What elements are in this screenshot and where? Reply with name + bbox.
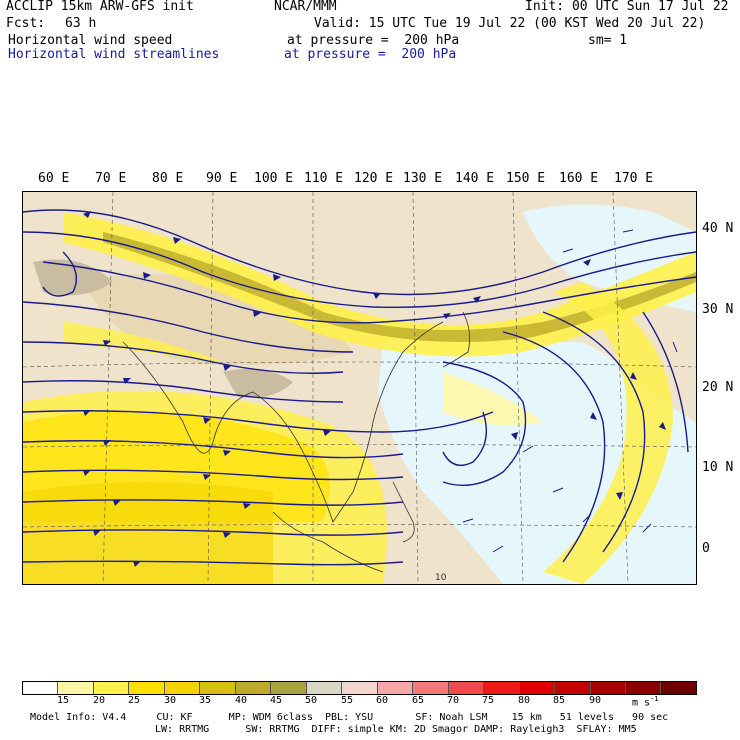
wind-ticks: [462, 229, 678, 553]
lon-label: 120 E: [354, 171, 394, 186]
colorbar-swatch: [235, 682, 272, 694]
high-terrain: [223, 368, 293, 398]
colorbar-label: 35: [198, 695, 212, 706]
colorbar-label: 40: [234, 695, 248, 706]
colorbar: [22, 681, 697, 695]
lat-label: 0: [702, 541, 710, 556]
colorbar-label: 90: [588, 695, 602, 706]
colorbar-swatch: [23, 682, 59, 694]
colorbar-swatch: [661, 682, 696, 694]
lon-label: 150 E: [506, 171, 546, 186]
colorbar-label: 20: [92, 695, 106, 706]
valid-time: Valid: 15 UTC Tue 19 Jul 22 (00 KST Wed …: [314, 16, 706, 31]
lon-label: 90 E: [206, 171, 238, 186]
lon-label: 160 E: [559, 171, 599, 186]
lon-label: 80 E: [152, 171, 184, 186]
colorbar-label: 45: [269, 695, 283, 706]
lon-label: 140 E: [455, 171, 495, 186]
forecast-hours: 63 h: [65, 16, 97, 31]
colorbar-label: 70: [446, 695, 460, 706]
colorbar-label: 25: [127, 695, 141, 706]
lon-label: 130 E: [403, 171, 443, 186]
wind-map: 10: [22, 191, 697, 585]
colorbar-label: 55: [340, 695, 354, 706]
model-title: ACCLIP 15km ARW-GFS init: [6, 0, 194, 14]
colorbar-label: 60: [375, 695, 389, 706]
lat-label: 10 N: [702, 460, 734, 475]
colorbar-label: 75: [481, 695, 495, 706]
lon-label: 60 E: [38, 171, 70, 186]
init-time: Init: 00 UTC Sun 17 Jul 22: [525, 0, 729, 14]
footer-physics-info: LW: RRTMG SW: RRTMG DIFF: simple KM: 2D …: [155, 724, 637, 735]
wind-band-equatorial: [23, 482, 273, 584]
graticule: [23, 192, 696, 584]
colorbar-swatch: [413, 682, 449, 694]
lon-label: 170 E: [614, 171, 654, 186]
lat-label: 40 N: [702, 221, 734, 236]
colorbar-swatch: [625, 682, 662, 694]
lat-label: 30 N: [702, 302, 734, 317]
field-wind-speed-level: at pressure = 200 hPa: [287, 33, 460, 48]
colorbar-swatch: [200, 682, 236, 694]
colorbar-swatch: [129, 682, 165, 694]
colorbar-unit: m s-1: [632, 695, 659, 709]
field-streamlines-level: at pressure = 200 hPa: [284, 47, 457, 62]
lon-label: 110 E: [304, 171, 344, 186]
coastline-maritime: [272, 511, 384, 573]
footer-model-info: Model Info: V4.4 CU: KF MP: WDM 6class P…: [30, 712, 669, 723]
colorbar-swatch: [342, 682, 378, 694]
organization-label: NCAR/MMM: [274, 0, 337, 14]
streamlines: [23, 209, 696, 566]
field-wind-speed: Horizontal wind speed: [8, 33, 173, 48]
lon-label: 70 E: [95, 171, 127, 186]
colorbar-swatch: [555, 682, 591, 694]
colorbar-label: 80: [517, 695, 531, 706]
coastline-philippines: [392, 481, 415, 543]
colorbar-swatch: [519, 682, 556, 694]
colorbar-swatch: [448, 682, 485, 694]
colorbar-label: 30: [163, 695, 177, 706]
colorbar-label: 15: [56, 695, 70, 706]
lon-label: 100 E: [254, 171, 294, 186]
colorbar-label: 85: [552, 695, 566, 706]
forecast-label: Fcst:: [6, 16, 46, 31]
jet-band: [63, 212, 696, 357]
colorbar-label: 65: [411, 695, 425, 706]
colorbar-swatch: [377, 682, 414, 694]
wind-band-mid: [63, 322, 223, 362]
field-streamlines: Horizontal wind streamlines: [8, 47, 220, 62]
colorbar-swatch: [484, 682, 520, 694]
colorbar-swatch: [58, 682, 94, 694]
wind-map-graphic: 10: [23, 192, 696, 584]
jet-band-east: [543, 282, 673, 584]
wind-band-weak: [443, 372, 543, 426]
streamline-arrows: [83, 211, 666, 567]
colorbar-swatch: [306, 682, 343, 694]
lat-label: 20 N: [702, 380, 734, 395]
smoothing-label: sm= 1: [588, 33, 628, 48]
colorbar-swatch: [271, 682, 307, 694]
colorbar-swatch: [93, 682, 130, 694]
colorbar-label: 50: [304, 695, 318, 706]
colorbar-swatch: [164, 682, 201, 694]
colorbar-swatch: [590, 682, 626, 694]
island-label: 10: [435, 573, 447, 583]
coastline-asia: [122, 321, 444, 523]
